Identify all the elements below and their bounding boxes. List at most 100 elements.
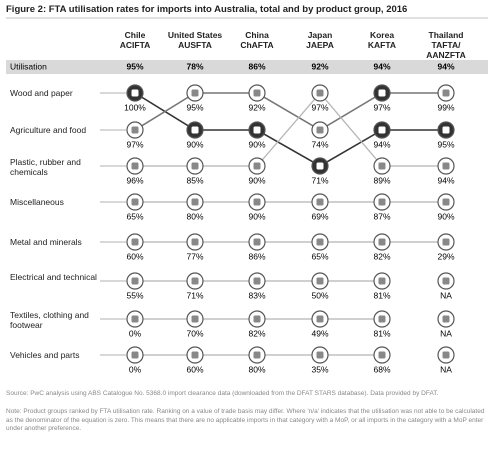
icon-glyph <box>378 162 386 170</box>
icon-glyph <box>131 89 139 97</box>
value-label: 90% <box>437 211 454 221</box>
value-label: 99% <box>437 102 454 112</box>
icon-glyph <box>253 351 261 359</box>
utilisation-value: 94% <box>373 61 390 71</box>
icon-glyph <box>442 277 450 285</box>
icon-glyph <box>442 315 450 323</box>
icon-glyph <box>191 315 199 323</box>
icon-glyph <box>131 315 139 323</box>
icon-glyph <box>442 238 450 246</box>
value-label: 0% <box>129 364 142 374</box>
lines <box>134 92 446 356</box>
agreement-name: JAEPA <box>306 40 334 50</box>
value-label: 86% <box>248 251 265 261</box>
icon-glyph <box>131 198 139 206</box>
icon-glyph <box>131 277 139 285</box>
value-label: NA <box>440 290 452 300</box>
value-label: 77% <box>186 251 203 261</box>
utilisation-label: Utilisation <box>10 61 47 71</box>
icon-glyph <box>191 238 199 246</box>
row-label: Vehicles and parts <box>10 350 80 360</box>
group-line <box>134 92 446 167</box>
icon-glyph <box>191 89 199 97</box>
icon-glyph <box>442 89 450 97</box>
value-label: 71% <box>186 290 203 300</box>
value-label: 89% <box>373 175 390 185</box>
icon-glyph <box>131 126 139 134</box>
icon-glyph <box>316 126 324 134</box>
icon-glyph <box>316 277 324 285</box>
row-label: Metal and minerals <box>10 237 82 247</box>
icon-glyph <box>316 198 324 206</box>
utilisation-value: 95% <box>126 61 143 71</box>
icon-glyph <box>442 162 450 170</box>
agreement-name: AUSFTA <box>178 40 212 50</box>
value-label: 83% <box>248 290 265 300</box>
icon-glyph <box>316 351 324 359</box>
icon-glyph <box>253 238 261 246</box>
chart: 95% 78% 86% 92% 94% 94% Utilisation 100% 90% 90% 7… <box>6 17 488 374</box>
value-label: 70% <box>186 328 203 338</box>
icon-glyph <box>378 198 386 206</box>
row-label: Miscellaneous <box>10 197 64 207</box>
icon-glyph <box>131 238 139 246</box>
icon-glyph <box>253 277 261 285</box>
column-name: China <box>245 30 269 40</box>
icon-glyph <box>191 162 199 170</box>
value-label: 74% <box>311 139 328 149</box>
row-label: Textiles, clothing and footwear <box>10 310 89 330</box>
value-label: 90% <box>248 139 265 149</box>
icon-glyph <box>442 351 450 359</box>
icon-glyph <box>378 89 386 97</box>
icon-glyph <box>378 351 386 359</box>
value-label: 68% <box>373 364 390 374</box>
group-line <box>134 92 446 131</box>
utilisation-band <box>6 60 488 74</box>
icon-glyph <box>253 315 261 323</box>
value-label: 60% <box>126 251 143 261</box>
value-label: 65% <box>126 211 143 221</box>
icon-glyph <box>316 315 324 323</box>
agreement-name: ACIFTA <box>119 40 151 50</box>
icon-glyph <box>442 126 450 134</box>
row-label: Electrical and technical <box>10 272 97 282</box>
icon-glyph <box>378 277 386 285</box>
icon-glyph <box>191 198 199 206</box>
icon-glyph <box>191 126 199 134</box>
icon-glyph <box>316 89 324 97</box>
value-label: 95% <box>186 102 203 112</box>
value-label: 80% <box>248 364 265 374</box>
icon-glyph <box>253 162 261 170</box>
column-name: Japan <box>307 30 333 40</box>
value-label: 96% <box>126 175 143 185</box>
utilisation-value: 92% <box>311 61 328 71</box>
value-label: 90% <box>248 175 265 185</box>
note: Note: Product groups ranked by FTA utili… <box>6 408 485 432</box>
value-label: 90% <box>186 139 203 149</box>
agreement-name: ChAFTA <box>240 40 274 50</box>
value-label: 94% <box>373 139 390 149</box>
value-label: 94% <box>437 175 454 185</box>
value-label: 82% <box>248 328 265 338</box>
value-label: 50% <box>311 290 328 300</box>
value-label: 90% <box>248 211 265 221</box>
value-label: 97% <box>311 102 328 112</box>
agreement-name: TAFTA/ AANZFTA <box>426 40 466 60</box>
value-label: 80% <box>186 211 203 221</box>
utilisation-value: 94% <box>437 61 454 71</box>
icon-glyph <box>253 198 261 206</box>
icon-glyph <box>191 277 199 285</box>
icon-glyph <box>378 126 386 134</box>
value-label: 35% <box>311 364 328 374</box>
agreement-name: KAFTA <box>367 40 397 50</box>
value-label: 82% <box>373 251 390 261</box>
utilisation-value: 86% <box>248 61 265 71</box>
icon-glyph <box>131 351 139 359</box>
value-label: 29% <box>437 251 454 261</box>
row-label: Wood and paper <box>10 88 73 98</box>
group-line <box>135 92 446 167</box>
value-label: 65% <box>311 251 328 261</box>
column-name: United States <box>167 30 223 40</box>
column-name: Thailand <box>428 30 464 40</box>
icon-glyph <box>191 351 199 359</box>
